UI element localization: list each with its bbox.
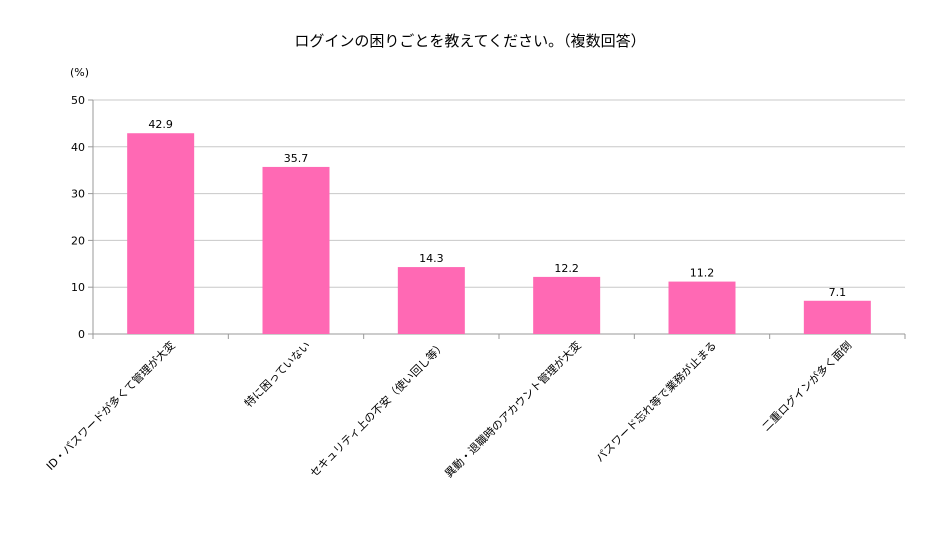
bar — [262, 166, 330, 334]
category-label: セキュリティ上の不安（使い回し等） — [307, 338, 449, 480]
chart-title: ログインの困りごとを教えてください。（複数回答） — [294, 32, 646, 50]
y-tick-label: 0 — [78, 328, 85, 341]
data-label: 42.9 — [148, 118, 173, 131]
category-label: ID・パスワードが多くて管理が大変 — [43, 338, 178, 473]
data-label: 12.2 — [554, 262, 579, 275]
y-tick-labels: 0 10 20 30 40 50 — [71, 94, 85, 341]
axes — [88, 99, 906, 339]
grid-lines — [93, 99, 905, 288]
data-labels: 42.9 35.7 14.3 12.2 11.2 7.1 — [148, 118, 846, 299]
y-tick-label: 40 — [71, 141, 85, 154]
y-tick-label: 20 — [71, 234, 85, 247]
bar — [803, 300, 871, 334]
bar — [668, 281, 736, 334]
data-label: 11.2 — [690, 267, 715, 280]
category-label: パスワード忘れ等で業務が止まる — [593, 338, 720, 465]
category-label: 異動・退職時のアカウント管理が大変 — [442, 338, 584, 480]
bar — [127, 133, 195, 334]
data-label: 7.1 — [829, 286, 847, 299]
category-label: 二重ログインが多く面倒 — [759, 338, 854, 433]
data-label: 14.3 — [419, 252, 444, 265]
y-tick-label: 30 — [71, 188, 85, 201]
x-category-labels: ID・パスワードが多くて管理が大変 特に困っていないセキュリティ上の不安（使い回し… — [43, 338, 854, 480]
y-tick-label: 50 — [71, 94, 85, 107]
y-tick-label: 10 — [71, 281, 85, 294]
category-label: 特に困っていない — [241, 338, 313, 410]
data-label: 35.7 — [284, 152, 309, 165]
bar — [533, 276, 601, 334]
y-axis-unit-label: (%) — [70, 66, 89, 79]
bars — [127, 133, 871, 334]
bar — [397, 267, 465, 334]
